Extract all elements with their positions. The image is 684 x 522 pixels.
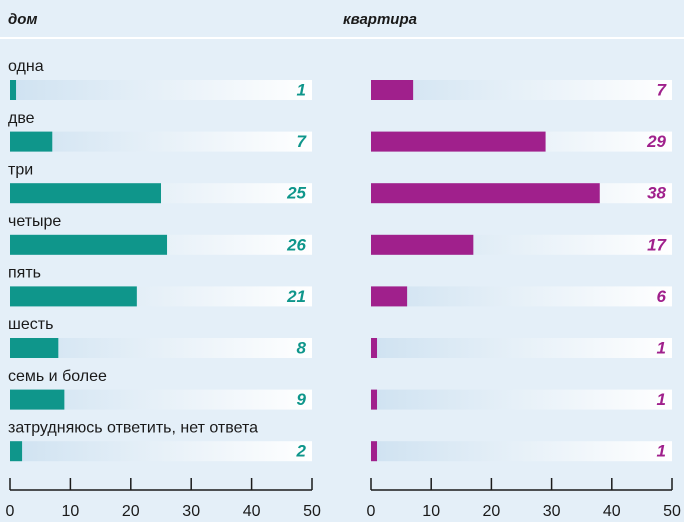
value-label: 21 — [286, 287, 306, 306]
x-tick-label: 50 — [303, 503, 321, 520]
bar-track — [10, 80, 312, 100]
value-label: 8 — [297, 338, 307, 357]
x-tick-label: 40 — [603, 503, 621, 520]
bar — [371, 234, 474, 255]
value-label: 9 — [297, 390, 307, 409]
value-label: 1 — [297, 80, 306, 99]
bar — [371, 338, 378, 358]
bar — [371, 183, 600, 204]
category-label: три — [8, 161, 33, 178]
bar — [10, 80, 17, 100]
value-label: 2 — [296, 442, 307, 461]
category-label: затрудняюсь ответить, нет ответа — [8, 419, 258, 436]
bar — [10, 338, 59, 358]
x-tick-label: 0 — [367, 503, 376, 520]
chart-title: квартира — [343, 11, 417, 28]
bar — [10, 286, 137, 307]
value-label: 38 — [647, 184, 666, 203]
value-label: 1 — [657, 442, 666, 461]
chart-title: дом — [8, 11, 38, 28]
x-tick-label: 40 — [243, 503, 261, 520]
bar-track — [371, 441, 672, 462]
bar-track — [371, 338, 672, 358]
bar-track — [371, 286, 672, 307]
value-label: 1 — [657, 390, 666, 409]
value-label: 7 — [297, 132, 308, 151]
value-label: 26 — [286, 235, 306, 254]
bar-track — [10, 441, 312, 462]
category-label: пять — [8, 265, 41, 282]
bar-track — [10, 131, 312, 152]
value-label: 7 — [657, 80, 668, 99]
bar — [371, 131, 546, 152]
category-label: семь и более — [8, 368, 107, 385]
x-tick-label: 20 — [483, 503, 501, 520]
bar — [371, 286, 408, 307]
category-label: две — [8, 110, 35, 127]
bar — [10, 389, 65, 410]
x-tick-label: 0 — [6, 503, 15, 520]
bar — [371, 441, 378, 462]
bar — [371, 80, 414, 100]
bar — [10, 441, 23, 462]
bar — [10, 183, 161, 204]
x-tick-label: 30 — [182, 503, 200, 520]
value-label: 6 — [657, 287, 667, 306]
bar-track — [371, 389, 672, 410]
value-label: 25 — [286, 184, 306, 203]
bar — [371, 389, 378, 410]
x-tick-label: 10 — [62, 503, 80, 520]
x-tick-label: 20 — [122, 503, 140, 520]
x-tick-label: 30 — [543, 503, 561, 520]
bar — [10, 234, 168, 255]
value-label: 29 — [646, 132, 666, 151]
bar — [10, 131, 53, 152]
bar-track — [10, 389, 312, 410]
category-label: четыре — [8, 213, 61, 230]
value-label: 17 — [647, 235, 667, 254]
x-tick-label: 50 — [663, 503, 681, 520]
value-label: 1 — [657, 338, 666, 357]
bar-track — [371, 80, 672, 100]
category-label: одна — [8, 58, 44, 75]
bar-track — [10, 338, 312, 358]
category-label: шесть — [8, 316, 53, 333]
x-tick-label: 10 — [422, 503, 440, 520]
